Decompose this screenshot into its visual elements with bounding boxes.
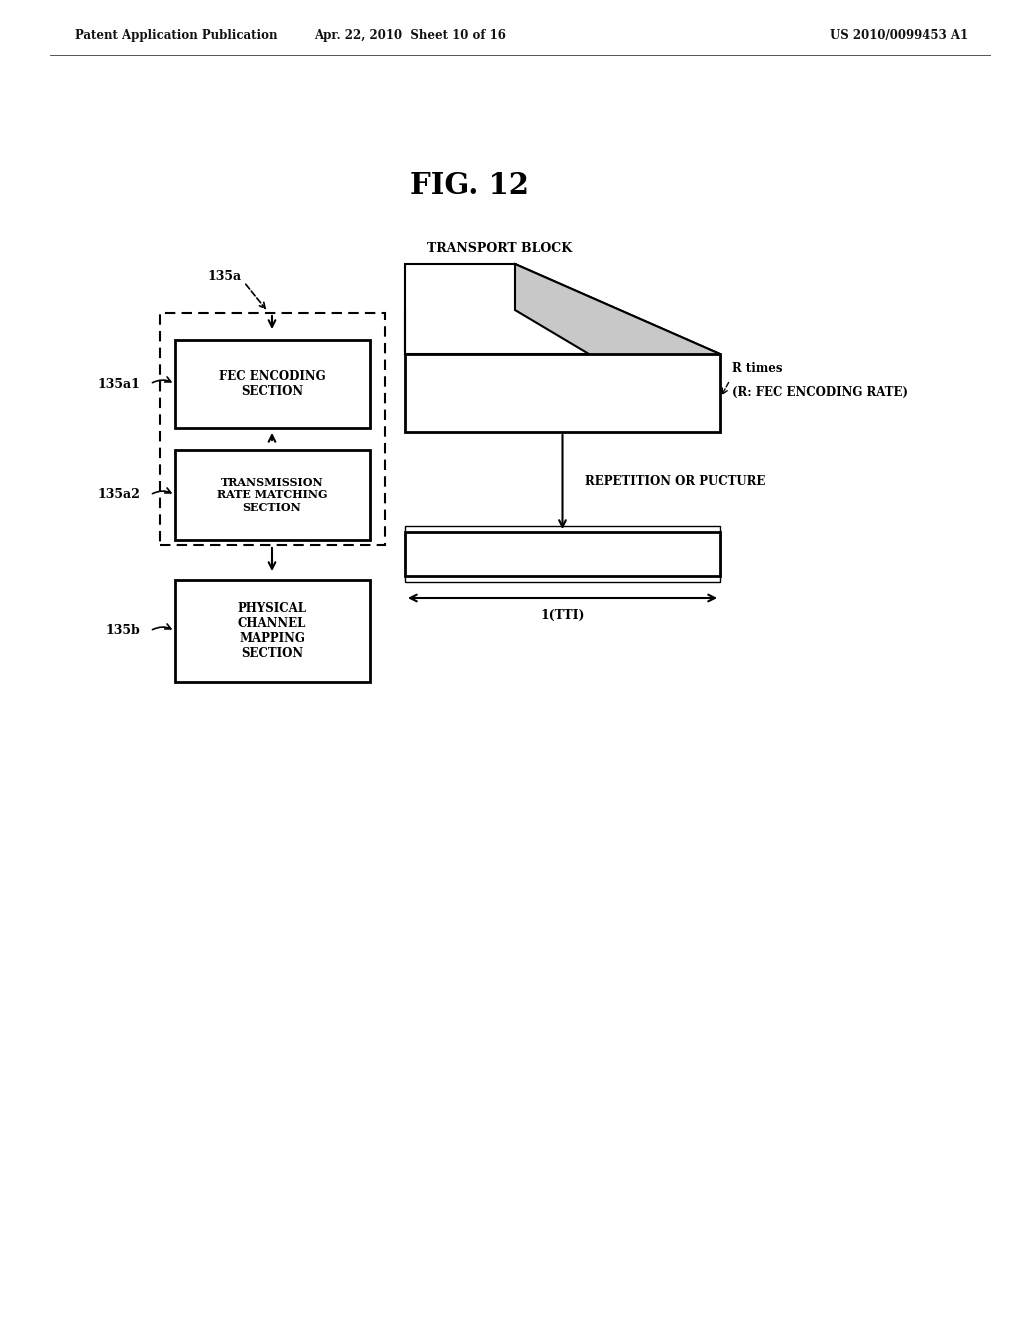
Polygon shape [515, 264, 720, 432]
Text: 135b: 135b [105, 624, 140, 638]
Text: 135a: 135a [208, 269, 242, 282]
Text: Patent Application Publication: Patent Application Publication [75, 29, 278, 41]
Polygon shape [406, 264, 720, 354]
Text: TRANSMISSION
RATE MATCHING
SECTION: TRANSMISSION RATE MATCHING SECTION [217, 477, 328, 513]
Bar [406, 264, 515, 310]
Text: (R: FEC ENCODING RATE): (R: FEC ENCODING RATE) [732, 385, 908, 399]
Text: US 2010/0099453 A1: US 2010/0099453 A1 [830, 29, 968, 41]
Text: FEC ENCODING
SECTION: FEC ENCODING SECTION [219, 370, 326, 399]
FancyArrowPatch shape [246, 284, 265, 309]
Text: 135a1: 135a1 [97, 378, 140, 391]
Text: R times: R times [732, 362, 782, 375]
Text: TRANSPORT BLOCK: TRANSPORT BLOCK [427, 242, 572, 255]
FancyArrowPatch shape [722, 383, 729, 395]
Text: PHYSICAL
CHANNEL
MAPPING
SECTION: PHYSICAL CHANNEL MAPPING SECTION [238, 602, 306, 660]
Text: 1(TTI): 1(TTI) [541, 609, 585, 622]
Bar [175, 341, 370, 428]
Bar [406, 525, 720, 582]
Bar [406, 354, 720, 432]
Bar [175, 450, 370, 540]
Text: Apr. 22, 2010  Sheet 10 of 16: Apr. 22, 2010 Sheet 10 of 16 [314, 29, 506, 41]
Bar [160, 313, 385, 545]
Bar [175, 579, 370, 682]
Text: 135a2: 135a2 [97, 488, 140, 502]
Text: REPETITION OR PUCTURE: REPETITION OR PUCTURE [585, 475, 765, 488]
Text: FIG. 12: FIG. 12 [411, 170, 529, 199]
Bar [406, 532, 720, 576]
